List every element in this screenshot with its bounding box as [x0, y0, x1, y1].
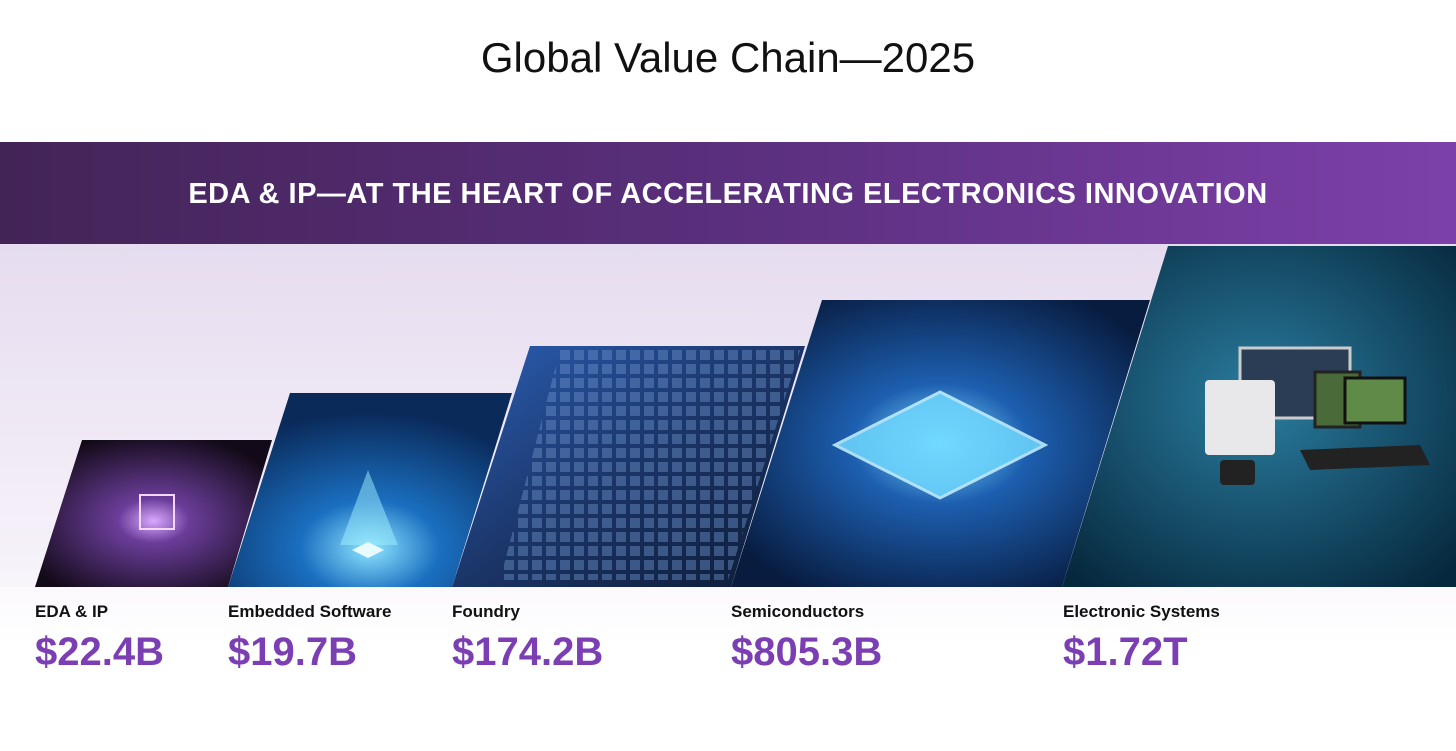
- banner-bg: [0, 142, 1456, 244]
- segment-labels: EDA & IP $22.4B Embedded Software $19.7B Fou…: [35, 602, 1220, 674]
- segment-value: $19.7B: [228, 630, 357, 674]
- segment-label: Foundry: [452, 602, 521, 621]
- chip-large: [831, 390, 1049, 500]
- banner-text: EDA & IP—AT THE HEART OF ACCELERATING EL…: [188, 178, 1267, 210]
- segment-label: Embedded Software: [228, 602, 391, 621]
- panels: [0, 246, 1456, 647]
- segment-value: $22.4B: [35, 630, 164, 674]
- panel-eda: [35, 440, 272, 587]
- reflection: [0, 587, 1456, 647]
- chip-icon: [139, 494, 175, 530]
- segment-value: $1.72T: [1063, 630, 1188, 674]
- segment-value: $805.3B: [731, 630, 882, 674]
- title: Global Value Chain—2025: [481, 34, 975, 81]
- devices: [1205, 346, 1430, 485]
- chip-small: [352, 542, 384, 558]
- segment-value: $174.2B: [452, 630, 603, 674]
- segment-label: Semiconductors: [731, 602, 864, 621]
- light-beam: [340, 470, 398, 545]
- segment-label: EDA & IP: [35, 602, 108, 621]
- wafer-grid: [500, 350, 800, 580]
- segment-label: Electronic Systems: [1063, 602, 1220, 621]
